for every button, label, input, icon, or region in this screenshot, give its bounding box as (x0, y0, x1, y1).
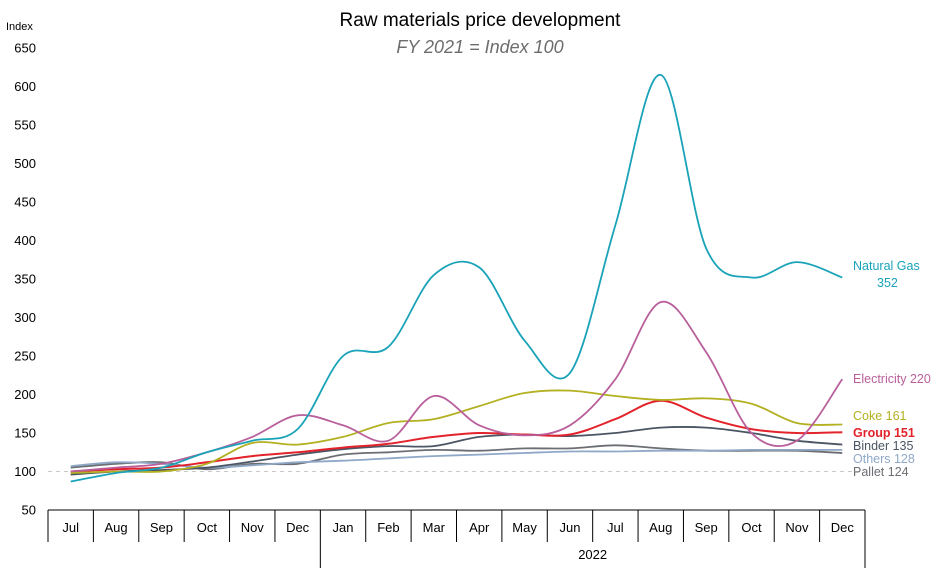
x-tick-label: Dec (831, 520, 855, 535)
y-tick-label: 650 (14, 41, 36, 56)
x-tick-label: Nov (241, 520, 265, 535)
y-tick-label: 50 (22, 503, 36, 518)
series-label-others: Others 128 (853, 452, 915, 466)
x-tick-label: Oct (197, 520, 218, 535)
x-tick-label: Feb (377, 520, 399, 535)
series-label-natural-gas: Natural Gas (853, 259, 920, 273)
series-labels: Natural Gas 352 Electricity 220 Coke 161 Gro… (853, 259, 931, 479)
y-tick-label: 250 (14, 349, 36, 364)
x-tick-label: Sep (150, 520, 173, 535)
x-tick-label: Nov (785, 520, 809, 535)
y-tick-label: 150 (14, 426, 36, 441)
axes: 50 100 150 200 250 300 350 400 450 500 550 600 650 Ju… (14, 41, 866, 568)
x-tick-label: Jan (333, 520, 354, 535)
y-tick-label: 600 (14, 79, 36, 94)
x-tick-label: Jul (62, 520, 79, 535)
series-label-group: Group 151 (853, 426, 915, 440)
x-tick-label: Jun (559, 520, 580, 535)
x-tick-label: May (512, 520, 537, 535)
y-tick-label: 450 (14, 195, 36, 210)
x-tick-label: Aug (649, 520, 672, 535)
x-tick-label: Jul (607, 520, 624, 535)
series-label-binder: Binder 135 (853, 439, 914, 453)
y-axis-label: Index (6, 21, 33, 33)
x-tick-label: Apr (469, 520, 490, 535)
series-value-label-natural-gas: 352 (877, 276, 898, 290)
series-line-group (70, 399, 843, 473)
series-label-coke: Coke 161 (853, 409, 907, 423)
y-tick-label: 100 (14, 464, 36, 479)
chart-title: Raw materials price development (340, 10, 622, 31)
series-line-electricity (70, 301, 844, 473)
x-tick-label: Sep (695, 520, 718, 535)
x-tick-label: Aug (105, 520, 128, 535)
y-tick-label: 350 (14, 272, 36, 287)
x-tick-label: Oct (741, 520, 762, 535)
y-tick-label: 200 (14, 387, 36, 402)
y-tick-label: 550 (14, 118, 36, 133)
y-tick-label: 500 (14, 156, 36, 171)
series-line-natural-gas (70, 74, 843, 483)
x-tick-label: Dec (286, 520, 310, 535)
y-tick-label: 300 (14, 310, 36, 325)
series-line-coke (70, 389, 843, 474)
series-line-binder (70, 426, 843, 476)
series-layer (70, 74, 844, 483)
series-label-electricity: Electricity 220 (853, 372, 931, 386)
series-label-pallet: Pallet 124 (853, 465, 909, 479)
chart-subtitle: FY 2021 = Index 100 (396, 37, 563, 57)
year-group-label: 2022 (578, 547, 607, 562)
y-tick-label: 400 (14, 233, 36, 248)
x-tick-label: Mar (423, 520, 446, 535)
